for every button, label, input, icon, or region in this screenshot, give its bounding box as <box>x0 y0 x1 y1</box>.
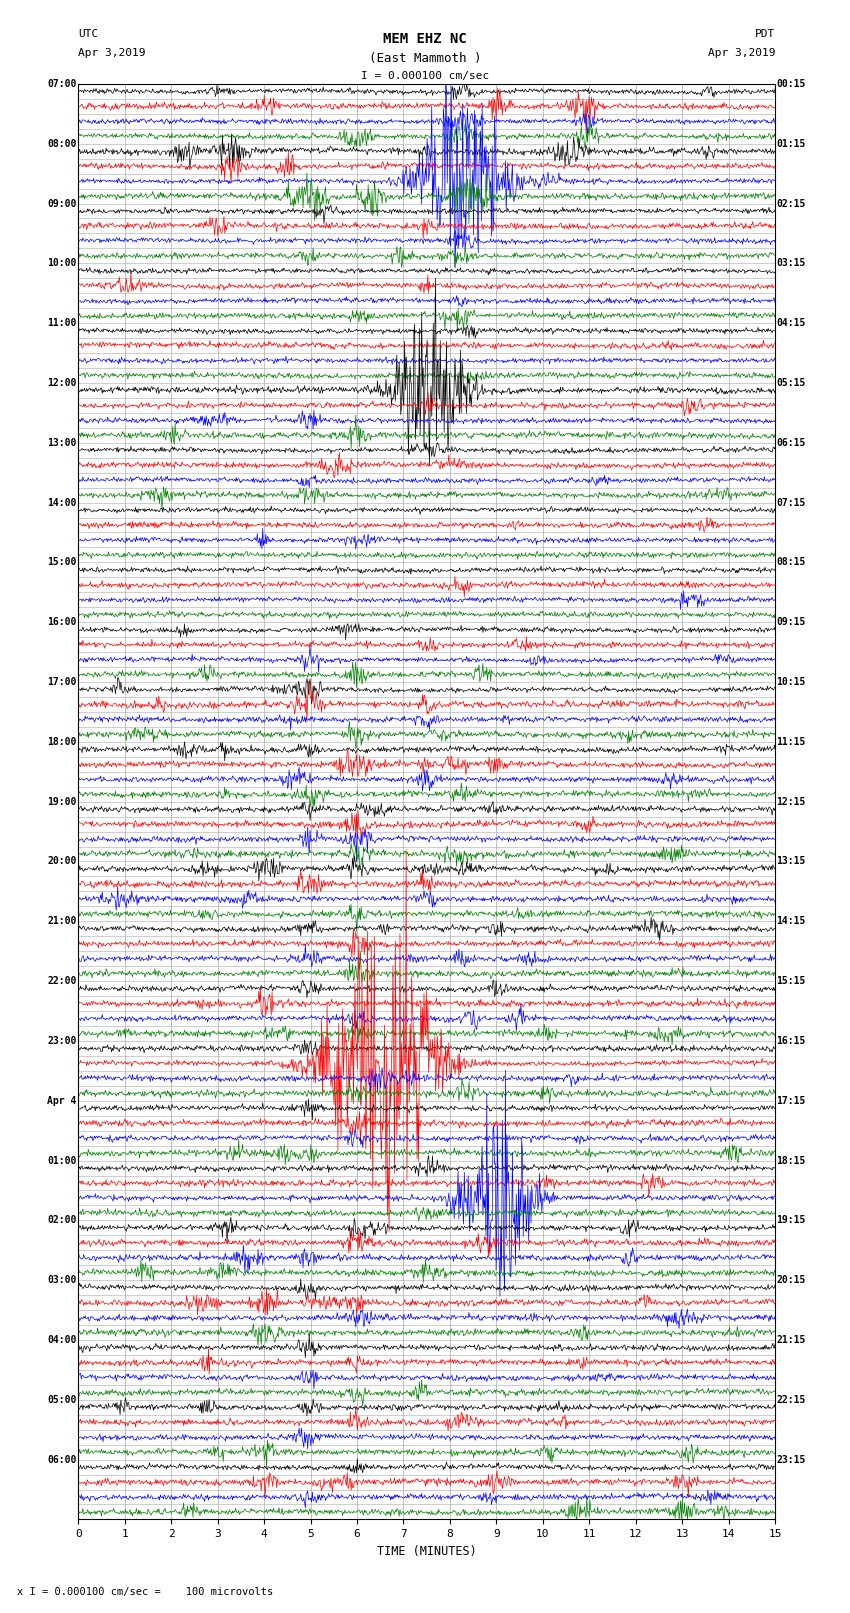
Text: 18:15: 18:15 <box>777 1155 806 1166</box>
Text: 09:15: 09:15 <box>777 618 806 627</box>
Text: 04:00: 04:00 <box>48 1336 76 1345</box>
Text: (East Mammoth ): (East Mammoth ) <box>369 52 481 65</box>
Text: MEM EHZ NC: MEM EHZ NC <box>383 32 467 47</box>
Text: 09:00: 09:00 <box>48 198 76 208</box>
Text: 14:00: 14:00 <box>48 497 76 508</box>
X-axis label: TIME (MINUTES): TIME (MINUTES) <box>377 1545 477 1558</box>
Text: 10:00: 10:00 <box>48 258 76 268</box>
Text: 22:00: 22:00 <box>48 976 76 986</box>
Text: 19:00: 19:00 <box>48 797 76 806</box>
Text: 08:00: 08:00 <box>48 139 76 148</box>
Text: 21:15: 21:15 <box>777 1336 806 1345</box>
Text: 16:00: 16:00 <box>48 618 76 627</box>
Text: PDT: PDT <box>755 29 775 39</box>
Text: 23:15: 23:15 <box>777 1455 806 1465</box>
Text: 13:15: 13:15 <box>777 857 806 866</box>
Text: 08:15: 08:15 <box>777 558 806 568</box>
Text: 20:00: 20:00 <box>48 857 76 866</box>
Text: 11:00: 11:00 <box>48 318 76 327</box>
Text: 01:00: 01:00 <box>48 1155 76 1166</box>
Text: 10:15: 10:15 <box>777 677 806 687</box>
Text: 23:00: 23:00 <box>48 1036 76 1045</box>
Text: 17:15: 17:15 <box>777 1095 806 1107</box>
Text: 00:15: 00:15 <box>777 79 806 89</box>
Text: 04:15: 04:15 <box>777 318 806 327</box>
Text: 22:15: 22:15 <box>777 1395 806 1405</box>
Text: Apr 4: Apr 4 <box>48 1095 76 1107</box>
Text: 05:00: 05:00 <box>48 1395 76 1405</box>
Text: Apr 3,2019: Apr 3,2019 <box>78 48 145 58</box>
Text: 01:15: 01:15 <box>777 139 806 148</box>
Text: 03:15: 03:15 <box>777 258 806 268</box>
Text: I = 0.000100 cm/sec: I = 0.000100 cm/sec <box>361 71 489 81</box>
Text: UTC: UTC <box>78 29 99 39</box>
Text: 07:00: 07:00 <box>48 79 76 89</box>
Text: 15:00: 15:00 <box>48 558 76 568</box>
Text: 20:15: 20:15 <box>777 1276 806 1286</box>
Text: 13:00: 13:00 <box>48 437 76 448</box>
Text: 18:00: 18:00 <box>48 737 76 747</box>
Text: 12:15: 12:15 <box>777 797 806 806</box>
Text: 16:15: 16:15 <box>777 1036 806 1045</box>
Text: 19:15: 19:15 <box>777 1215 806 1226</box>
Text: 17:00: 17:00 <box>48 677 76 687</box>
Text: 05:15: 05:15 <box>777 377 806 389</box>
Text: 12:00: 12:00 <box>48 377 76 389</box>
Text: 03:00: 03:00 <box>48 1276 76 1286</box>
Text: 06:00: 06:00 <box>48 1455 76 1465</box>
Text: 07:15: 07:15 <box>777 497 806 508</box>
Text: x I = 0.000100 cm/sec =    100 microvolts: x I = 0.000100 cm/sec = 100 microvolts <box>17 1587 273 1597</box>
Text: 06:15: 06:15 <box>777 437 806 448</box>
Text: 15:15: 15:15 <box>777 976 806 986</box>
Text: 14:15: 14:15 <box>777 916 806 926</box>
Text: 02:15: 02:15 <box>777 198 806 208</box>
Text: Apr 3,2019: Apr 3,2019 <box>708 48 775 58</box>
Text: 02:00: 02:00 <box>48 1215 76 1226</box>
Text: 21:00: 21:00 <box>48 916 76 926</box>
Text: 11:15: 11:15 <box>777 737 806 747</box>
